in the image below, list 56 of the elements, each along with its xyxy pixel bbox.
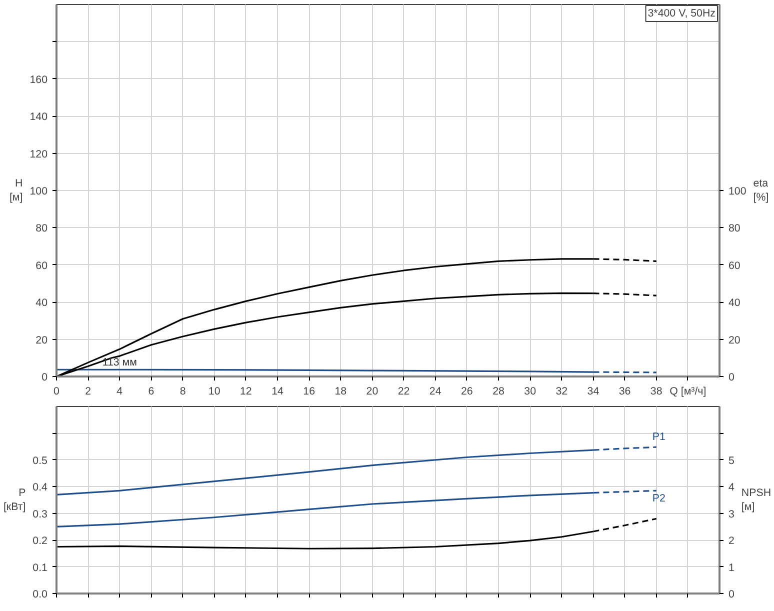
y-tick-label: 40 xyxy=(36,297,48,310)
y-tick-label: 0.1 xyxy=(32,562,48,574)
series-label: P1 xyxy=(652,431,666,444)
y-tick-label: 0.3 xyxy=(32,508,48,520)
series-label: P2 xyxy=(652,492,666,505)
x-tick-label: 4 xyxy=(116,386,123,398)
y2-tick-label: 60 xyxy=(728,260,740,272)
x-tick-label: 28 xyxy=(492,386,504,398)
x-axis-title: Q [м³/ч] xyxy=(670,386,706,398)
x-tick-label: 14 xyxy=(272,386,284,398)
x-tick-label: 2 xyxy=(85,386,92,398)
x-tick-label: 24 xyxy=(429,386,442,398)
y2-axis-title: NPSH [м] xyxy=(741,486,772,514)
x-tick-label: 38 xyxy=(650,386,662,398)
y-axis-title: H [м] xyxy=(9,177,23,204)
x-tick-label: 16 xyxy=(303,386,316,398)
y-tick-label: 120 xyxy=(30,148,48,160)
y-tick-label: 80 xyxy=(36,222,48,235)
y2-tick-label: 2 xyxy=(728,535,734,548)
y-tick-label: 60 xyxy=(36,260,48,272)
y-tick-label: 20 xyxy=(36,334,48,346)
y2-tick-label: 1 xyxy=(728,562,734,574)
y-tick-label: 0 xyxy=(42,372,48,384)
y2-tick-label: 0 xyxy=(728,588,734,600)
y-tick-label: 160 xyxy=(30,74,48,86)
y2-tick-label: 40 xyxy=(728,297,740,310)
x-tick-label: 0 xyxy=(54,386,60,398)
x-tick-label: 32 xyxy=(556,386,568,398)
y2-tick-label: 4 xyxy=(728,482,734,494)
annotation: 113 мм xyxy=(102,356,137,369)
x-tick-label: 20 xyxy=(366,386,378,398)
y2-axis-title: eta [%] xyxy=(753,177,769,204)
x-tick-label: 18 xyxy=(334,386,347,398)
y-tick-label: 100 xyxy=(30,186,48,198)
x-tick-label: 10 xyxy=(208,386,220,398)
x-tick-label: 8 xyxy=(180,386,186,398)
y2-tick-label: 80 xyxy=(728,222,740,235)
y-tick-label: 0.4 xyxy=(32,482,48,494)
y2-tick-label: 5 xyxy=(728,454,734,467)
y2-tick-label: 100 xyxy=(728,186,746,198)
x-tick-label: 12 xyxy=(240,386,252,398)
x-tick-label: 6 xyxy=(148,386,154,398)
annotation: 3*400 V, 50Hz xyxy=(648,8,716,20)
x-tick-label: 30 xyxy=(524,386,536,398)
x-tick-label: 36 xyxy=(618,386,631,398)
y-tick-label: 0.2 xyxy=(32,535,48,548)
y-axis-title: P [кВт] xyxy=(3,486,26,514)
y-tick-label: 140 xyxy=(30,111,48,124)
x-tick-label: 26 xyxy=(461,386,473,398)
x-tick-label: 34 xyxy=(587,386,600,398)
y2-tick-label: 0 xyxy=(728,372,734,384)
y2-tick-label: 20 xyxy=(728,334,740,346)
y2-tick-label: 3 xyxy=(728,508,734,520)
x-tick-label: 22 xyxy=(398,386,410,398)
y-tick-label: 0.0 xyxy=(32,588,48,600)
y-tick-label: 0.5 xyxy=(32,454,48,467)
